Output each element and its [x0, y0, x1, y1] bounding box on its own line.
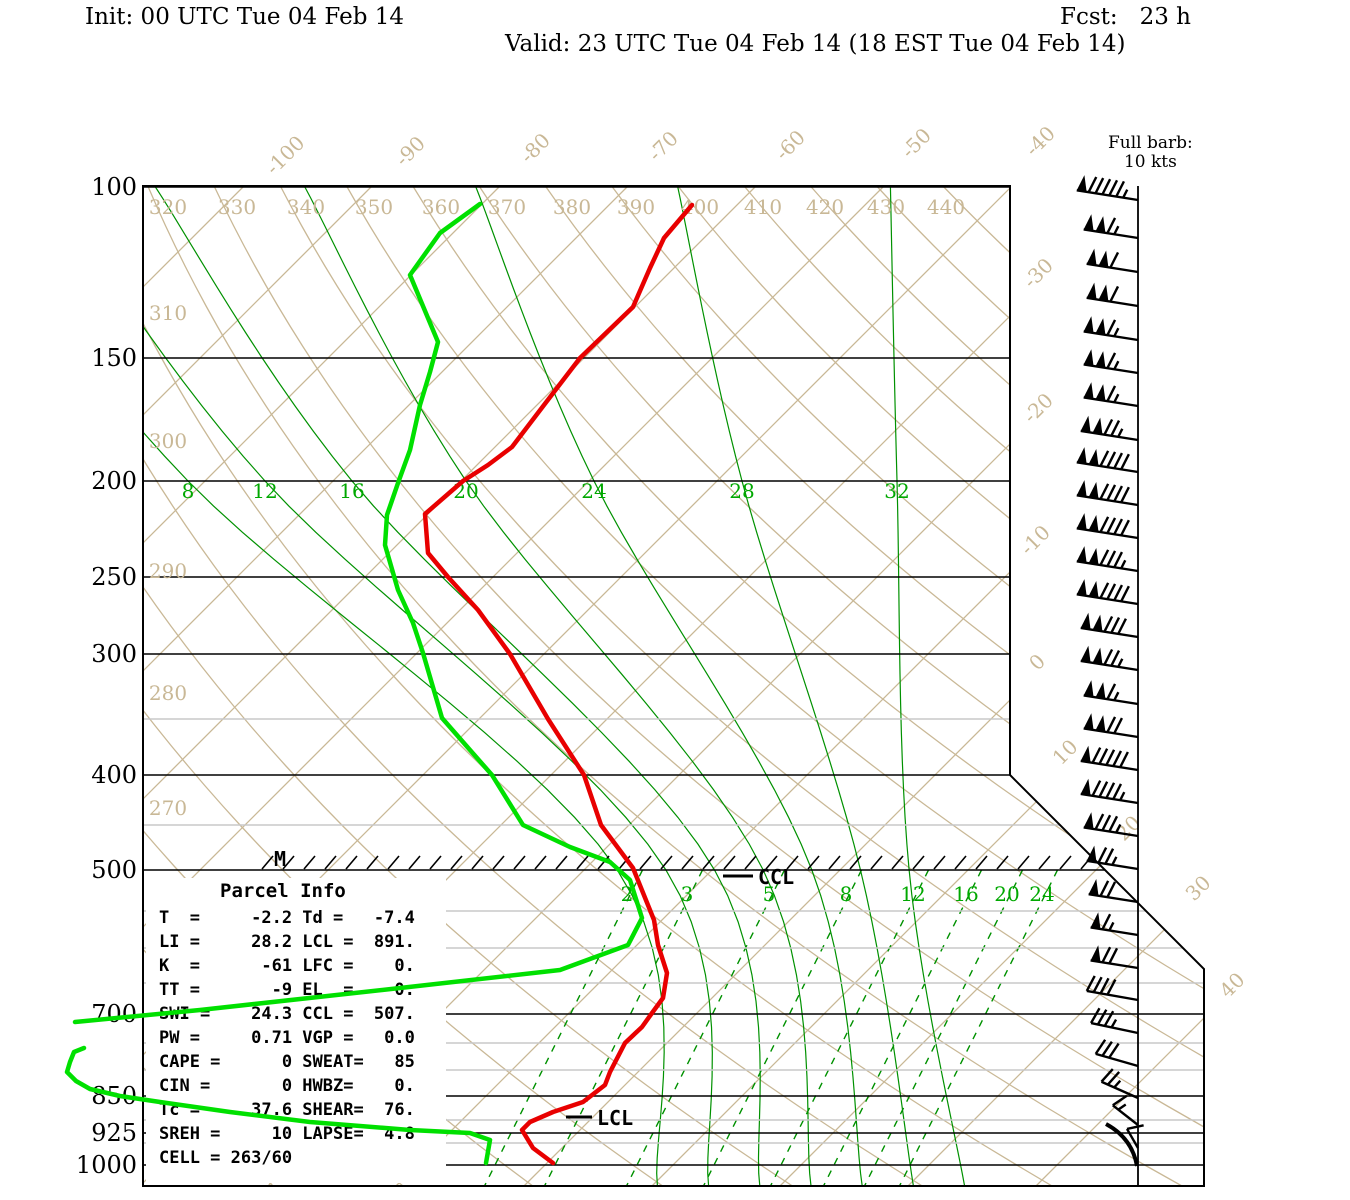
svg-text:24: 24	[581, 479, 606, 503]
svg-text:8: 8	[182, 479, 195, 503]
svg-text:100: 100	[91, 173, 137, 201]
svg-text:700: 700	[91, 1000, 137, 1028]
svg-text:16: 16	[339, 479, 364, 503]
svg-text:270: 270	[149, 796, 187, 820]
svg-text:350: 350	[355, 195, 393, 219]
svg-text:5: 5	[763, 882, 776, 906]
svg-text:380: 380	[553, 195, 591, 219]
svg-text:330: 330	[218, 195, 256, 219]
svg-text:420: 420	[806, 195, 844, 219]
svg-text:400: 400	[681, 195, 719, 219]
valid-time-label: Valid: 23 UTC Tue 04 Feb 14 (18 EST Tue …	[505, 31, 1126, 57]
wind-barb-legend: Full barb: 10 kts	[1108, 133, 1193, 172]
svg-text:CCL: CCL	[758, 865, 794, 889]
svg-text:320: 320	[149, 195, 187, 219]
svg-text:12: 12	[252, 479, 277, 503]
svg-text:925: 925	[91, 1119, 137, 1147]
svg-text:150: 150	[91, 344, 137, 372]
svg-text:200: 200	[91, 467, 137, 495]
svg-text:M: M	[274, 847, 286, 871]
svg-text:500: 500	[91, 856, 137, 884]
svg-text:310: 310	[149, 301, 187, 325]
svg-text:16: 16	[953, 882, 978, 906]
svg-text:300: 300	[91, 640, 137, 668]
svg-text:28: 28	[729, 479, 754, 503]
svg-text:430: 430	[867, 195, 905, 219]
svg-text:8: 8	[840, 882, 853, 906]
parcel-info-title: Parcel Info	[220, 880, 346, 902]
parcel-info-panel: Parcel Info T = -2.2 Td = -7.4 LI = 28.2…	[146, 878, 446, 1183]
svg-text:360: 360	[422, 195, 460, 219]
svg-text:3: 3	[681, 882, 694, 906]
forecast-hour-label: Fcst: 23 h	[1060, 4, 1191, 30]
svg-text:250: 250	[91, 563, 137, 591]
svg-text:340: 340	[287, 195, 325, 219]
svg-text:32: 32	[884, 479, 909, 503]
svg-text:300: 300	[149, 429, 187, 453]
svg-text:370: 370	[488, 195, 526, 219]
parcel-info-values: T = -2.2 Td = -7.4 LI = 28.2 LCL = 891. …	[159, 908, 415, 1168]
init-time-label: Init: 00 UTC Tue 04 Feb 14	[85, 4, 405, 30]
svg-text:290: 290	[149, 559, 187, 583]
svg-text:390: 390	[617, 195, 655, 219]
svg-text:440: 440	[927, 195, 965, 219]
svg-text:280: 280	[149, 681, 187, 705]
svg-text:LCL: LCL	[597, 1106, 633, 1130]
svg-text:410: 410	[744, 195, 782, 219]
svg-text:12: 12	[900, 882, 925, 906]
svg-text:24: 24	[1029, 882, 1054, 906]
svg-text:1000: 1000	[76, 1151, 137, 1179]
svg-text:400: 400	[91, 761, 137, 789]
svg-text:20: 20	[994, 882, 1019, 906]
